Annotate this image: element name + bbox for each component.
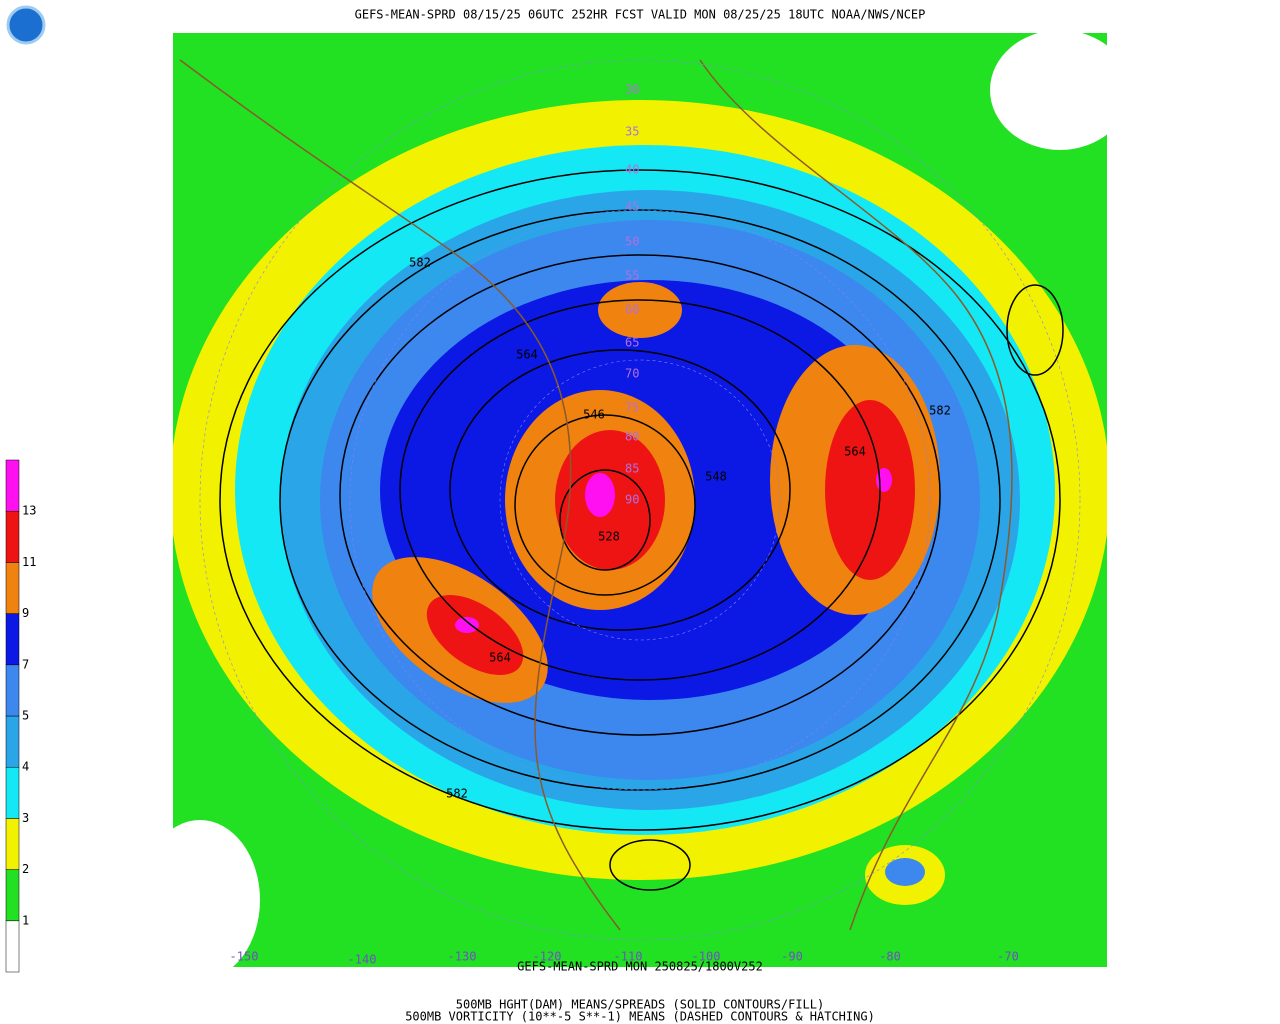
legend-swatch [5, 715, 20, 768]
legend-label: 7 [22, 657, 29, 671]
legend-swatch [5, 920, 20, 973]
lat-label: 40 [625, 163, 639, 177]
legend-swatch [5, 869, 20, 922]
lat-label: 50 [625, 235, 639, 249]
contour-label: 582 [409, 256, 431, 270]
lat-label: 70 [625, 367, 639, 381]
contour-label: 548 [705, 470, 727, 484]
legend-swatch [5, 664, 20, 717]
contour-label: 564 [489, 651, 511, 665]
legend-swatch [5, 459, 20, 512]
lat-label: 35 [625, 125, 639, 139]
contour-label: 528 [598, 530, 620, 544]
lat-label: 80 [625, 430, 639, 444]
lat-label: 75 [625, 401, 639, 415]
lat-label: 65 [625, 336, 639, 350]
title: GEFS-MEAN-SPRD 08/15/25 06UTC 252HR FCST… [355, 8, 926, 22]
legend-label: 4 [22, 760, 29, 774]
lon-label: -120 [533, 950, 562, 964]
legend-label: 2 [22, 862, 29, 876]
legend: 1 2 3 4 5 7 9 11 13 [5, 459, 36, 973]
map: 30 35 40 45 50 55 60 65 70 75 80 85 90 -… [173, 33, 1107, 967]
lat-label: 85 [625, 462, 639, 476]
lat-label: 30 [625, 83, 639, 97]
legend-label: 1 [22, 913, 29, 927]
legend-label: 9 [22, 606, 29, 620]
lon-label: -80 [879, 950, 901, 964]
contour-label: 582 [929, 404, 951, 418]
legend-label: 5 [22, 709, 29, 723]
contour-label: 582 [446, 787, 468, 801]
legend-swatch [5, 818, 20, 870]
contour-label: 564 [516, 348, 538, 362]
legend-label: 13 [22, 504, 36, 518]
lon-label: -150 [230, 950, 259, 964]
lon-label: -90 [781, 950, 803, 964]
lon-label: -130 [448, 950, 477, 964]
lat-label: 60 [625, 303, 639, 317]
contour-label: 564 [844, 445, 866, 459]
legend-label: 3 [22, 811, 29, 825]
lon-label: -70 [997, 950, 1019, 964]
footer-line: 500MB VORTICITY (10**-5 S**-1) MEANS (DA… [405, 1010, 875, 1024]
lat-label: 45 [625, 200, 639, 214]
lon-label: -110 [614, 950, 643, 964]
footer-line: 500MB HGHT(DAM) MEANS/SPREADS (SOLID CON… [456, 998, 824, 1012]
footer-line: GEFS-MEAN-SPRD MON 250825/1800V252 [517, 960, 763, 974]
lat-label: 90 [625, 493, 639, 507]
legend-swatch [5, 613, 20, 666]
legend-swatch [5, 562, 20, 614]
lat-label: 55 [625, 269, 639, 283]
lon-label: -140 [348, 953, 377, 967]
legend-swatch [5, 510, 20, 563]
contour-label: 546 [583, 408, 605, 422]
lon-label: -100 [692, 950, 721, 964]
legend-label: 11 [22, 555, 36, 569]
legend-swatch [5, 766, 20, 819]
noaa-logo [6, 5, 46, 45]
